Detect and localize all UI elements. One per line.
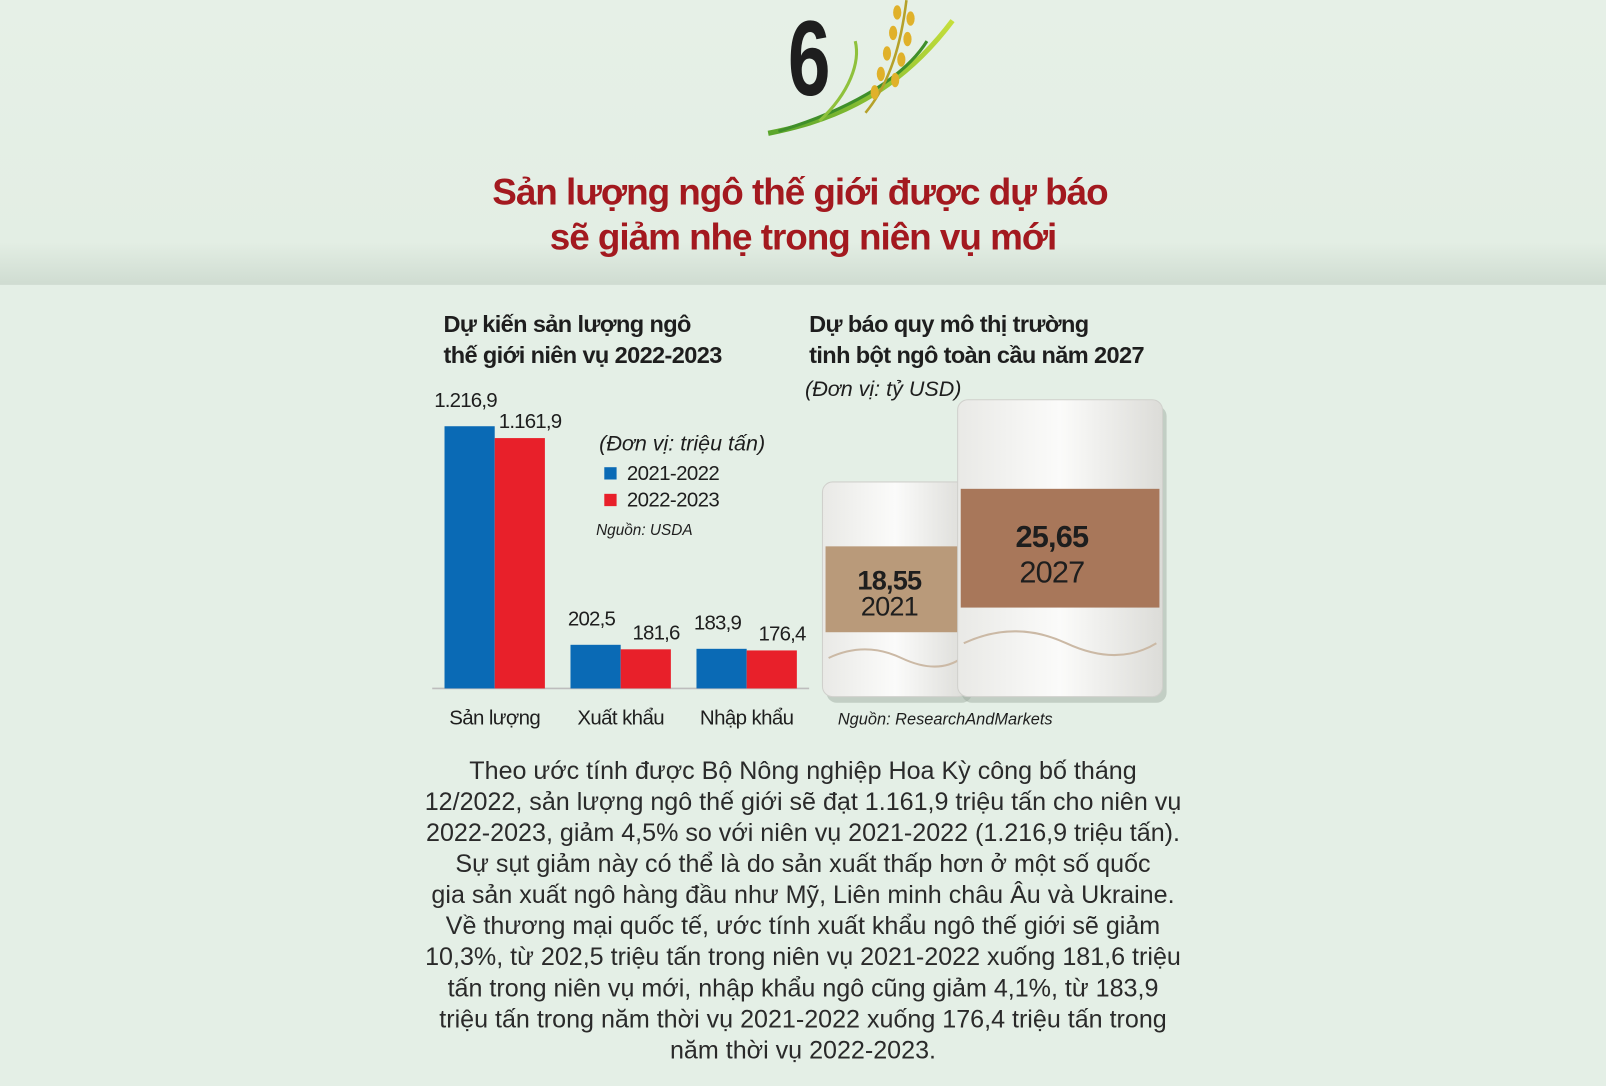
- bar: [746, 650, 797, 689]
- bar: [570, 644, 621, 689]
- source-label: Nguồn: USDA: [596, 522, 692, 539]
- chart-title: thế giới niên vụ 2022-2023: [443, 342, 722, 368]
- bar: [494, 438, 545, 689]
- body-text-line: 2022-2023, giảm 4,5% so với niên vụ 2021…: [426, 819, 1180, 847]
- value-label: 18,55: [857, 565, 922, 596]
- body-text-line: 12/2022, sản lượng ngô thế giới sẽ đạt 1…: [425, 788, 1182, 816]
- legend-label: 2022-2023: [627, 488, 720, 511]
- header-background: [0, 0, 1606, 285]
- value-label: 183,9: [694, 612, 742, 635]
- x-tick-label: Nhập khẩu: [700, 707, 794, 730]
- body-text-line: năm thời vụ 2022-2023.: [670, 1036, 936, 1064]
- bag-hills: [828, 648, 963, 668]
- body-text-line: Theo ước tính được Bộ Nông nghiệp Hoa Kỳ…: [469, 757, 1136, 785]
- chart-title: Dự kiến sản lượng ngô: [443, 311, 690, 337]
- bag-hills: [963, 630, 1157, 657]
- x-tick-label: Sản lượng: [449, 707, 540, 730]
- bar: [620, 649, 671, 689]
- legend-label: 2021-2022: [627, 462, 720, 485]
- header-title: sẽ giảm nhẹ trong niên vụ mới: [550, 217, 1056, 258]
- value-label: 1.216,9: [434, 389, 497, 412]
- body-text-line: Về thương mại quốc tế, ước tính xuất khẩ…: [446, 912, 1160, 940]
- value-label: 1.161,9: [499, 410, 562, 433]
- body-text-line: Sự sụt giảm này có thể là do sản xuất th…: [455, 850, 1150, 878]
- body-text-line: triệu tấn trong năm thời vụ 2021-2022 xu…: [439, 1005, 1166, 1033]
- category-label: 2027: [1019, 554, 1084, 589]
- rice-stalk-icon: [767, 0, 955, 136]
- value-label: 25,65: [1015, 519, 1089, 554]
- chart-title: tinh bột ngô toàn cầu năm 2027: [809, 342, 1144, 368]
- body-text-line: 10,3%, từ 202,5 triệu tấn trong niên vụ …: [425, 943, 1181, 971]
- unit-label: (Đơn vị: tỷ USD): [805, 377, 961, 401]
- source-label: Nguồn: ResearchAndMarkets: [838, 711, 1053, 729]
- bar: [444, 426, 495, 689]
- bag-band: [825, 546, 965, 633]
- x-tick-label: Xuất khẩu: [577, 707, 664, 730]
- category-label: 2021: [861, 590, 918, 621]
- value-label: 176,4: [758, 622, 806, 645]
- body-text-line: tấn trong niên vụ mới, nhập khẩu ngô cũn…: [448, 974, 1159, 1002]
- unit-label: (Đơn vị: triệu tấn): [599, 431, 765, 455]
- legend-swatch: [604, 493, 617, 507]
- header-title: Sản lượng ngô thế giới được dự báo: [492, 171, 1108, 212]
- legend-swatch: [604, 467, 617, 480]
- bar: [696, 648, 747, 689]
- section-number: 6: [788, 0, 831, 118]
- bag-band: [960, 488, 1160, 608]
- chart-title: Dự báo quy mô thị trường: [809, 311, 1088, 337]
- body-text-line: gia sản xuất ngô hàng đầu như Mỹ, Liên m…: [431, 880, 1174, 909]
- value-label: 181,6: [632, 621, 680, 644]
- value-label: 202,5: [568, 608, 616, 631]
